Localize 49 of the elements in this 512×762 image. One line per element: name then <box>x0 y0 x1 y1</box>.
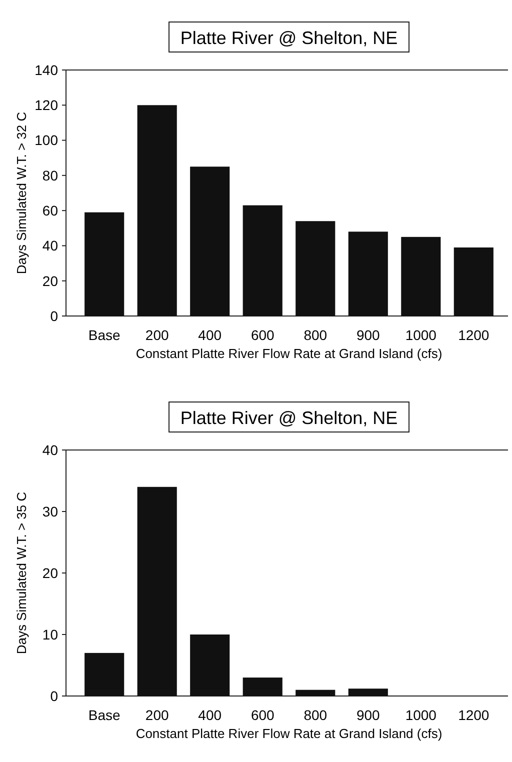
x-tick-label: 900 <box>356 327 380 343</box>
y-tick-label: 20 <box>42 272 58 289</box>
x-tick-label: 800 <box>304 327 328 343</box>
bar <box>296 690 336 696</box>
y-tick-label: 100 <box>34 132 58 148</box>
bar <box>348 232 388 316</box>
x-tick-label: 600 <box>250 707 275 723</box>
x-tick-label: 400 <box>198 327 222 343</box>
x-tick-label: 1200 <box>458 707 490 723</box>
y-tick-label: 0 <box>50 688 58 704</box>
y-tick-label: 40 <box>42 238 58 254</box>
bar <box>84 652 124 696</box>
x-tick-label: 400 <box>198 707 222 723</box>
x-tick-label: 200 <box>145 327 169 343</box>
x-tick-label: 1000 <box>405 327 437 343</box>
y-tick-label: 60 <box>42 202 58 218</box>
y-tick-label: 0 <box>50 308 58 324</box>
bar <box>190 634 230 696</box>
bar <box>137 105 177 316</box>
bar <box>296 221 336 316</box>
y-tick-label: 10 <box>42 626 58 642</box>
bar <box>190 166 230 316</box>
x-tick-label: 1000 <box>405 707 437 723</box>
x-axis-title: Constant Platte River Flow Rate at Grand Island (cfs) <box>136 346 442 361</box>
y-tick-label: 80 <box>42 167 58 184</box>
y-axis-title: Days Simulated W.T. > 32 C <box>14 112 29 274</box>
chart-title: Platte River @ Shelton, NE <box>180 28 398 48</box>
bar <box>242 678 282 696</box>
bar <box>84 212 124 316</box>
y-tick-label: 120 <box>34 97 58 114</box>
bar <box>242 205 282 316</box>
x-tick-label: 900 <box>356 707 380 723</box>
x-tick-label: Base <box>88 707 120 723</box>
y-axis-title: Days Simulated W.T. > 35 C <box>14 492 29 654</box>
y-tick-label: 30 <box>42 503 58 520</box>
y-tick-label: 140 <box>34 62 58 78</box>
x-axis-title: Constant Platte River Flow Rate at Grand Island (cfs) <box>136 726 442 741</box>
chart-title: Platte River @ Shelton, NE <box>180 408 398 428</box>
y-tick-label: 40 <box>42 442 58 458</box>
x-tick-label: 1200 <box>458 327 490 343</box>
x-tick-label: 200 <box>145 707 169 723</box>
bar <box>401 236 441 316</box>
bar <box>137 486 177 696</box>
bar <box>454 247 494 316</box>
x-tick-label: 600 <box>250 327 275 343</box>
x-tick-label: 800 <box>304 707 328 723</box>
bar <box>348 688 388 696</box>
y-tick-label: 20 <box>42 564 58 581</box>
x-tick-label: Base <box>88 327 120 343</box>
